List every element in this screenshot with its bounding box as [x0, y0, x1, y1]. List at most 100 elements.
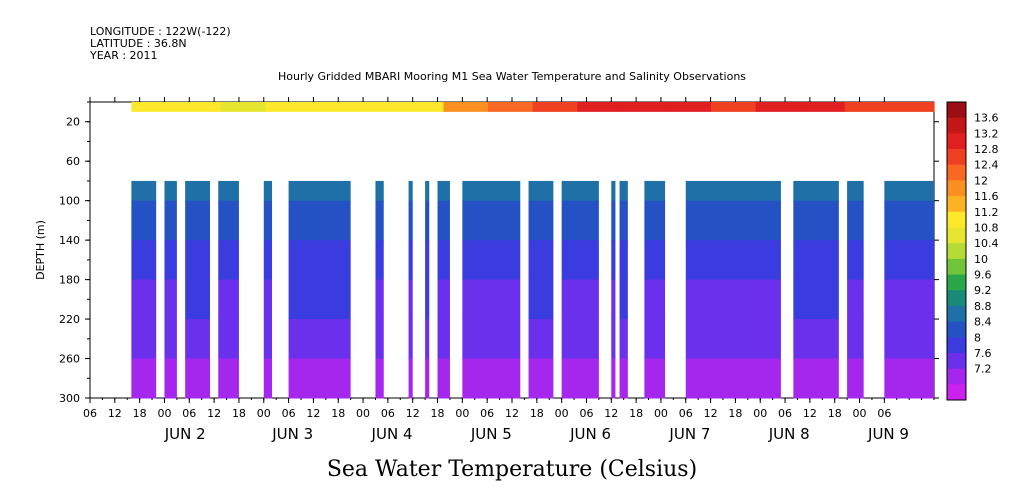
x-tick-label: 06	[877, 407, 891, 420]
x-tick-label: 12	[406, 407, 420, 420]
temperature-cell	[847, 180, 864, 202]
temperature-cell	[611, 319, 616, 360]
temperature-cell	[263, 358, 273, 399]
y-axis: 20 60 100 140 180 220 260 300	[59, 101, 939, 405]
x-tick-label: 06	[83, 407, 97, 420]
temperature-cell	[425, 240, 430, 281]
temperature-cell	[131, 358, 157, 399]
temperature-cell	[437, 319, 450, 360]
x-day-label: JUN 6	[569, 425, 611, 443]
temperature-cell	[185, 358, 210, 399]
x-tick-label: 00	[157, 407, 171, 420]
colorbar-swatch	[947, 290, 966, 307]
temperature-cell	[462, 319, 521, 360]
temperature-cell	[528, 358, 554, 399]
temperature-cell	[263, 319, 273, 360]
temperature-cell	[425, 358, 430, 399]
temperature-cell	[408, 240, 413, 281]
temperature-cell	[847, 319, 864, 360]
temperature-cell	[408, 358, 413, 399]
temperature-cell	[793, 240, 839, 281]
temperature-cell	[644, 358, 666, 399]
colorbar-swatch	[947, 274, 966, 291]
temperature-cell	[408, 200, 413, 241]
colorbar-label: 11.2	[974, 206, 999, 219]
temperature-cell	[528, 180, 554, 202]
x-tick-label: 06	[381, 407, 395, 420]
surface-band-cell	[577, 102, 623, 112]
y-tick-label: 140	[59, 234, 80, 247]
colorbar-swatch	[947, 352, 966, 370]
temperature-cell	[462, 180, 521, 202]
colorbar-swatch	[947, 337, 966, 354]
surface-band-cell	[443, 102, 489, 112]
x-tick-label: 18	[629, 407, 643, 420]
temperature-cell	[685, 240, 781, 281]
temperature-cell	[375, 279, 384, 320]
temperature-cell	[884, 319, 934, 360]
colorbar-label: 10	[974, 253, 988, 266]
x-tick-label: 12	[604, 407, 618, 420]
temperature-cell	[185, 180, 210, 202]
x-tick-label: 06	[182, 407, 196, 420]
temperature-cell	[218, 319, 239, 360]
y-tick-label: 180	[59, 274, 80, 287]
temperature-cell	[644, 180, 666, 202]
temperature-cell	[561, 279, 599, 320]
colorbar-swatch	[947, 368, 966, 385]
colorbar-swatch	[947, 384, 966, 401]
temperature-cell	[263, 200, 273, 241]
temperature-cell	[408, 180, 413, 202]
colorbar-swatch	[947, 258, 966, 275]
temperature-cell	[619, 200, 628, 241]
temperature-cell	[288, 319, 351, 360]
temperature-cell	[131, 180, 157, 202]
temperature-cell	[164, 200, 177, 241]
colorbar-frame	[946, 101, 967, 401]
plot-area	[89, 101, 935, 399]
surface-band-cell	[532, 102, 578, 112]
temperature-cell	[218, 180, 239, 202]
temperature-cell	[528, 240, 554, 281]
colorbar-label: 8.8	[974, 300, 992, 313]
x-tick-label: 06	[778, 407, 792, 420]
temperature-cell	[131, 240, 157, 281]
temperature-cell	[561, 319, 599, 360]
temperature-cell	[185, 279, 210, 320]
temperature-cell	[611, 358, 616, 399]
x-tick-label: 18	[431, 407, 445, 420]
temperature-cell	[425, 319, 430, 360]
y-tick-label: 260	[59, 353, 80, 366]
colorbar-label: 11.6	[974, 190, 999, 203]
temperature-cell	[685, 319, 781, 360]
temperature-cell	[218, 358, 239, 399]
colorbar-label: 8	[974, 331, 981, 344]
surface-band-cell	[398, 102, 445, 112]
surface-band-cell	[131, 102, 177, 112]
surface-band-cell	[889, 102, 935, 112]
temperature-cell	[375, 358, 384, 399]
temperature-cell	[462, 200, 521, 241]
latitude-label: LATITUDE : 36.8N	[90, 37, 187, 50]
x-tick-label: 12	[704, 407, 718, 420]
x-day-label: JUN 9	[867, 425, 909, 443]
temperature-cell	[263, 240, 273, 281]
x-tick-label: 06	[282, 407, 296, 420]
temperature-cell	[218, 200, 239, 241]
x-day-label: JUN 7	[668, 425, 710, 443]
temperature-cell	[263, 180, 273, 202]
colorbar-swatch	[947, 243, 966, 260]
temperature-cell	[847, 358, 864, 399]
colorbar-label: 12.8	[974, 143, 999, 156]
x-tick-label: 18	[133, 407, 147, 420]
temperature-cell	[437, 200, 450, 241]
x-tick-label: 18	[331, 407, 345, 420]
x-axis-title: Sea Water Temperature (Celsius)	[327, 457, 697, 482]
colorbar-label: 12.4	[974, 159, 999, 172]
temperature-cell	[408, 279, 413, 320]
colorbar-label: 9.2	[974, 284, 992, 297]
temperature-cell	[793, 200, 839, 241]
temperature-cell	[884, 279, 934, 320]
surface-band-cell	[711, 102, 757, 112]
temperature-cell	[462, 279, 521, 320]
